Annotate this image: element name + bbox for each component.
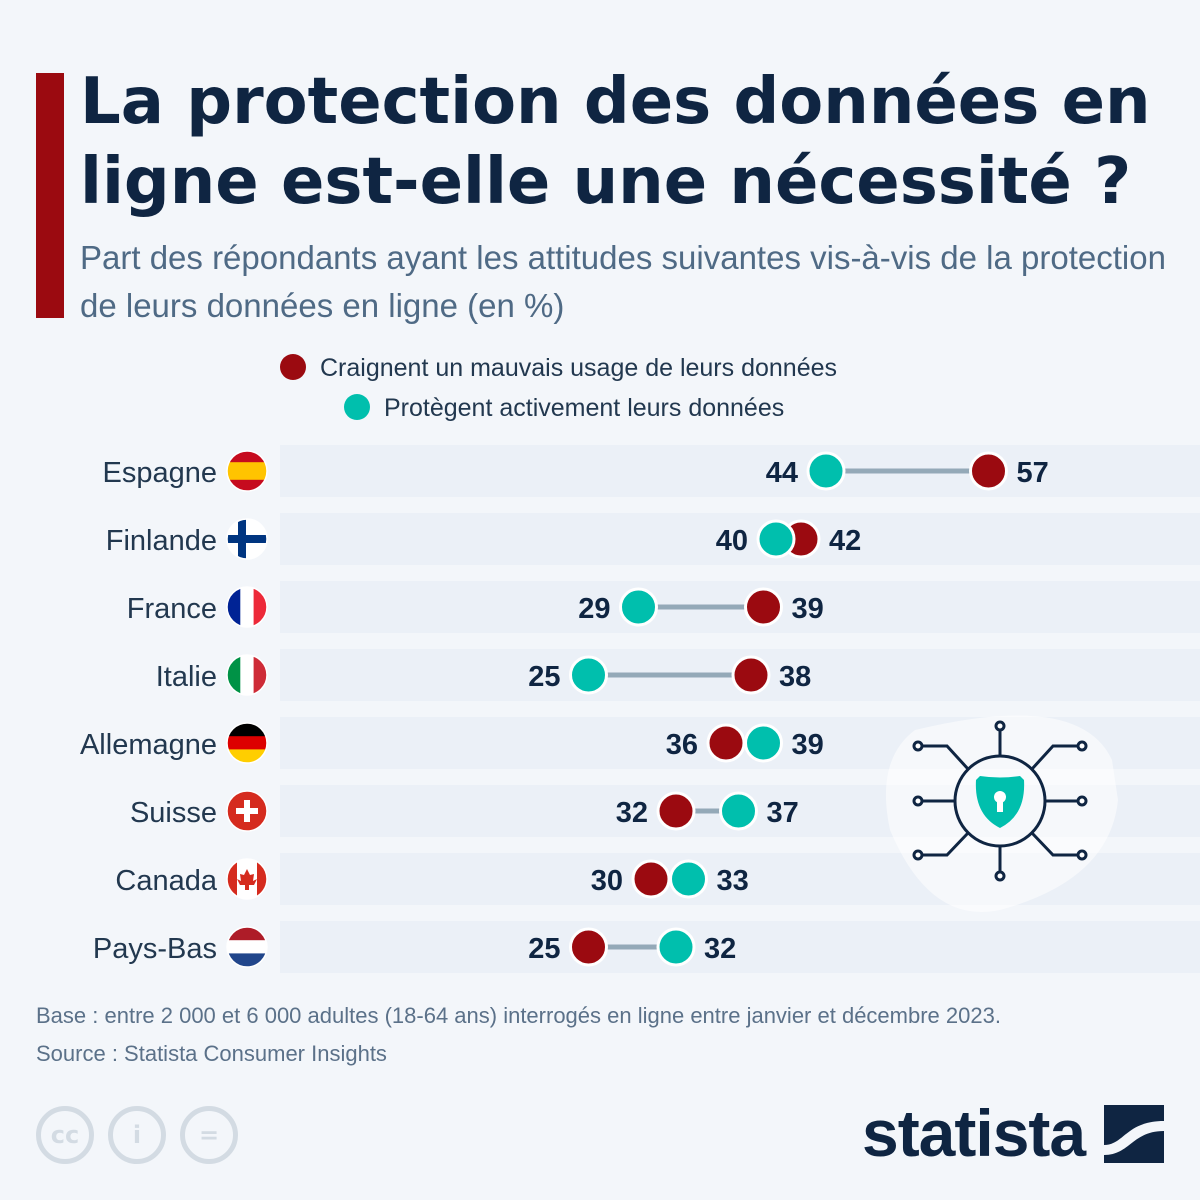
data-label: 39	[792, 729, 824, 761]
category-label: Allemagne	[80, 729, 217, 761]
dumbbell-chart: Espagne 44 57 Finlande 40 42 France 29 39 Italie 2…	[79, 445, 1200, 973]
germany-flag-icon	[226, 722, 268, 764]
attribution-icon[interactable]: i	[108, 1106, 166, 1164]
data-protection-lock-illustration	[885, 715, 1118, 913]
protect-point	[756, 519, 796, 559]
category-label: Italie	[156, 661, 217, 693]
statista-logo-icon	[1104, 1105, 1164, 1163]
data-label: 39	[792, 593, 824, 625]
protect-point	[656, 927, 696, 967]
data-label: 32	[704, 933, 736, 965]
protect-point	[569, 655, 608, 695]
fear-point	[744, 587, 783, 627]
category-label: France	[127, 593, 217, 625]
legend-label: Craignent un mauvais usage de leurs donn…	[320, 354, 838, 382]
canada-flag-icon	[226, 858, 268, 900]
data-label: 30	[591, 865, 623, 897]
subtitle: Part des répondants ayant les attitudes …	[80, 239, 1166, 324]
category-label: Finlande	[106, 525, 217, 557]
data-label: 25	[528, 661, 560, 693]
cc-license-icon[interactable]: cc	[36, 1106, 94, 1164]
data-label: 57	[1017, 457, 1049, 489]
protect-point	[719, 791, 758, 831]
fear-point	[569, 927, 608, 967]
switzerland-flag-icon	[226, 790, 268, 832]
legend-dot-fear	[280, 354, 306, 380]
data-label: 44	[766, 457, 798, 489]
title-accent-bar	[36, 73, 64, 318]
row-band	[280, 921, 1200, 973]
data-label: 38	[779, 661, 811, 693]
legend-item-fear: Craignent un mauvais usage de leurs donn…	[280, 354, 837, 383]
legend-label: Protègent activement leurs données	[384, 394, 785, 422]
row-band	[280, 513, 1200, 565]
netherlands-flag-icon	[226, 926, 268, 968]
italy-flag-icon	[226, 654, 268, 696]
data-label: 29	[578, 593, 610, 625]
category-label: Espagne	[103, 457, 218, 489]
data-label: 25	[528, 933, 560, 965]
legend-dot-protect	[344, 394, 370, 420]
protect-point	[806, 451, 846, 491]
statista-logo[interactable]: statista	[862, 1095, 1164, 1171]
data-label: 37	[767, 797, 799, 829]
protect-point	[619, 587, 658, 627]
footer-base: Base : entre 2 000 et 6 000 adultes (18-…	[36, 1003, 1001, 1028]
data-label: 40	[716, 525, 748, 557]
page-title: La protection des données en ligne est-e…	[80, 65, 1151, 219]
category-label: Suisse	[130, 797, 217, 829]
no-derivatives-icon[interactable]: =	[180, 1106, 238, 1164]
fear-point	[631, 859, 671, 899]
data-label: 33	[717, 865, 749, 897]
spain-flag-icon	[226, 450, 268, 492]
data-label: 36	[666, 729, 698, 761]
footer-source[interactable]: Source : Statista Consumer Insights	[36, 1041, 387, 1066]
protect-point	[669, 859, 708, 899]
fear-point	[656, 791, 696, 831]
category-label: Pays-Bas	[93, 933, 217, 965]
fear-point	[969, 451, 1008, 491]
finland-flag-icon	[226, 518, 268, 560]
fear-point	[731, 655, 771, 695]
legend-item-protect: Protègent activement leurs données	[344, 394, 784, 423]
data-label: 42	[829, 525, 861, 557]
protect-point	[744, 723, 783, 763]
fear-point	[706, 723, 746, 763]
row-band	[280, 445, 1200, 497]
data-label: 32	[616, 797, 648, 829]
france-flag-icon	[226, 586, 268, 628]
category-label: Canada	[115, 865, 217, 897]
